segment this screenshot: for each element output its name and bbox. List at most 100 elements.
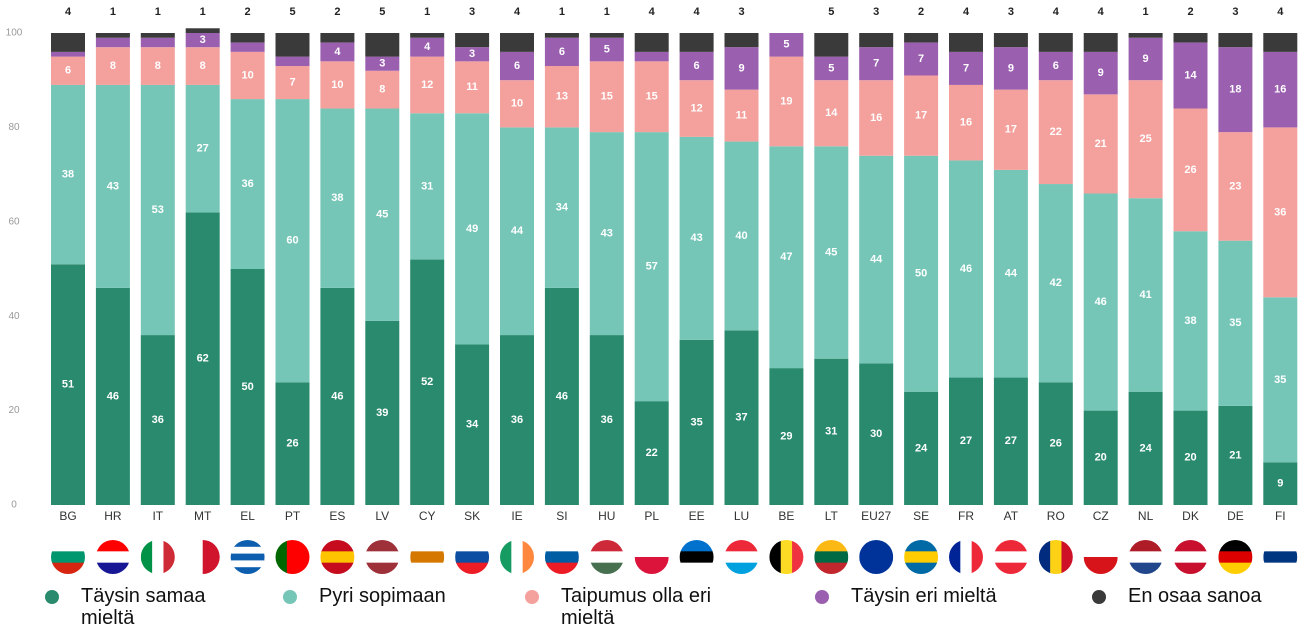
bar-segment bbox=[1218, 47, 1253, 133]
flag bbox=[1173, 540, 1208, 574]
value-label: 14 bbox=[1184, 69, 1197, 81]
value-label: 1 bbox=[1143, 6, 1149, 18]
bar-segment bbox=[634, 132, 669, 402]
flag-stripe bbox=[365, 551, 400, 564]
flag-stripe bbox=[544, 551, 579, 564]
bar-segment bbox=[320, 33, 355, 43]
bar-segment bbox=[455, 47, 490, 62]
flag bbox=[1083, 540, 1118, 574]
value-label: 12 bbox=[690, 102, 702, 114]
bar-segment bbox=[904, 33, 939, 43]
value-label: 13 bbox=[556, 91, 568, 103]
value-label: 9 bbox=[1277, 478, 1283, 490]
bar-segment bbox=[949, 51, 983, 85]
bar-segment bbox=[993, 169, 1028, 378]
bar-segment bbox=[365, 56, 400, 71]
value-label: 12 bbox=[421, 79, 433, 91]
legend-label: Täysin eri mieltä bbox=[851, 585, 997, 607]
value-label: 20 bbox=[1184, 452, 1196, 464]
flag bbox=[230, 540, 265, 574]
legend-item: Pyri sopimaan bbox=[283, 585, 519, 607]
bar-segment bbox=[769, 368, 804, 505]
flag-stripe bbox=[769, 540, 782, 574]
bar-segment bbox=[904, 391, 939, 505]
value-label: 3 bbox=[200, 34, 206, 46]
value-label: 51 bbox=[62, 379, 74, 391]
value-label: 35 bbox=[1229, 317, 1241, 329]
bar-segment bbox=[140, 84, 175, 336]
value-label: 38 bbox=[1184, 315, 1196, 327]
value-label: 8 bbox=[379, 84, 385, 96]
legend-label: En osaa sanoa bbox=[1128, 585, 1262, 607]
bar-segment bbox=[51, 51, 85, 57]
flag-stripe bbox=[993, 562, 1028, 574]
bar-segment bbox=[140, 33, 175, 38]
value-label: 6 bbox=[65, 65, 71, 77]
value-label: 62 bbox=[197, 353, 209, 365]
bar-segment bbox=[993, 47, 1028, 90]
x-tick-label: CZ bbox=[1093, 509, 1109, 523]
bar-segment bbox=[544, 33, 579, 38]
bar-segment bbox=[185, 212, 220, 506]
flag-stripe bbox=[859, 540, 894, 574]
flag-stripe bbox=[230, 546, 265, 555]
value-label: 4 bbox=[1098, 6, 1105, 18]
flag-stripe bbox=[95, 551, 130, 564]
bar-segment bbox=[275, 382, 310, 505]
value-label: 26 bbox=[286, 438, 298, 450]
bar-segment bbox=[859, 363, 894, 505]
bar-segment bbox=[904, 75, 939, 156]
value-label: 42 bbox=[1050, 277, 1062, 289]
value-label: 4 bbox=[514, 6, 521, 18]
bar-segment bbox=[500, 33, 534, 52]
bar-segment bbox=[993, 377, 1028, 505]
value-label: 44 bbox=[1005, 268, 1018, 280]
flag-stripe bbox=[814, 551, 849, 564]
value-label: 3 bbox=[469, 6, 475, 18]
flag-stripe bbox=[320, 562, 355, 574]
y-tick-label: 0 bbox=[11, 500, 17, 511]
x-tick-label: CY bbox=[419, 509, 436, 523]
value-label: 1 bbox=[559, 6, 565, 18]
flag-stripe bbox=[724, 540, 759, 552]
y-tick-label: 40 bbox=[8, 311, 20, 322]
value-label: 50 bbox=[241, 381, 253, 393]
flag-stripe bbox=[95, 562, 130, 574]
flag-stripe bbox=[511, 540, 524, 574]
bar-segment bbox=[634, 61, 669, 133]
bar-segment bbox=[993, 89, 1028, 170]
value-label: 27 bbox=[1005, 435, 1017, 447]
bar-segment bbox=[1038, 51, 1073, 81]
flag-stripe bbox=[95, 540, 130, 552]
bar-segment bbox=[95, 37, 130, 48]
flag-stripe bbox=[679, 551, 714, 564]
bar-segment bbox=[724, 33, 759, 48]
x-tick-label: DK bbox=[1182, 509, 1199, 523]
value-label: 2 bbox=[918, 6, 924, 18]
flag-stripe bbox=[679, 540, 714, 552]
bar-segment bbox=[904, 42, 939, 76]
bar-segment bbox=[95, 287, 130, 505]
legend-swatch bbox=[283, 590, 297, 604]
value-label: 4 bbox=[334, 46, 341, 58]
value-label: 4 bbox=[649, 6, 656, 18]
legend-item: Täysin eri mieltä bbox=[815, 585, 1081, 607]
flag-stripe bbox=[589, 551, 624, 564]
flag-stripe bbox=[544, 540, 579, 552]
bar-segment bbox=[1083, 410, 1118, 505]
bar-segment bbox=[544, 287, 579, 505]
bar-segment bbox=[859, 33, 894, 48]
value-label: 57 bbox=[646, 261, 658, 273]
x-tick-label: LU bbox=[734, 509, 749, 523]
value-label: 2 bbox=[1187, 6, 1193, 18]
x-tick-label: BE bbox=[778, 509, 794, 523]
value-label: 1 bbox=[110, 6, 116, 18]
value-label: 47 bbox=[780, 251, 792, 263]
flag bbox=[1128, 540, 1163, 574]
value-label: 22 bbox=[1050, 126, 1062, 138]
value-label: 38 bbox=[331, 192, 343, 204]
value-label: 34 bbox=[466, 419, 479, 431]
value-label: 4 bbox=[963, 6, 970, 18]
value-label: 40 bbox=[735, 230, 747, 242]
